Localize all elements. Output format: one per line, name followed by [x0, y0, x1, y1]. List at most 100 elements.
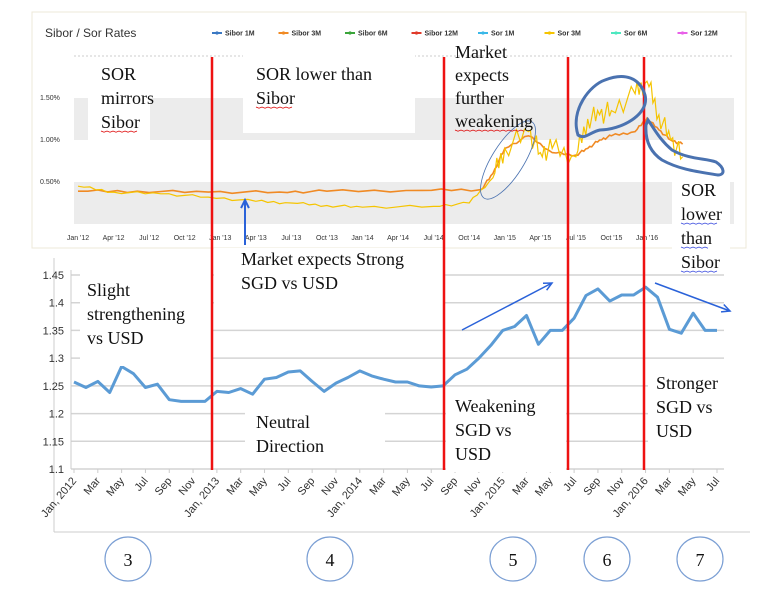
- band-0-050: [74, 182, 734, 224]
- y-tick-label: 1.3: [49, 353, 64, 365]
- legend-label: Sor 6M: [624, 31, 648, 38]
- x-tick-label: May: [247, 475, 270, 499]
- x-tick-label: Apr '14: [387, 235, 409, 242]
- annotation-line: Sibor: [256, 88, 295, 108]
- annotation-line: Stronger: [656, 373, 718, 393]
- y-tick-label: 1.35: [43, 325, 64, 337]
- x-tick-label: Oct '14: [458, 235, 480, 242]
- x-tick-label: Apr '13: [245, 235, 267, 242]
- x-tick-label: Nov: [177, 475, 199, 498]
- x-tick-label: Nov: [319, 475, 341, 498]
- usd-sgd-line: [73, 285, 717, 403]
- annotation-line: than: [681, 228, 712, 248]
- annotation-texts: SOR mirrors Sibor SOR lower than Sibor Market…: [87, 42, 722, 464]
- legend-marker: [215, 31, 219, 35]
- top-chart-title: Sibor / Sor Rates: [45, 26, 136, 40]
- y-tick-label: 1.00%: [40, 137, 60, 144]
- annotation-boxes: [80, 55, 732, 472]
- annotation-line: expects: [455, 65, 509, 85]
- x-tick-label: Jan '12: [67, 235, 89, 242]
- phase-circle: [489, 536, 537, 582]
- bottom-chart-frame: [53, 258, 750, 533]
- phase-number: 3: [124, 550, 133, 570]
- legend-marker: [414, 31, 419, 35]
- arrow-icon: [461, 282, 553, 331]
- x-tick-label: Nov: [462, 475, 484, 498]
- x-tick-label: Mar: [510, 475, 532, 497]
- annotation-line: Market expects Strong: [241, 249, 404, 269]
- x-tick-label: Jan '13: [209, 235, 231, 242]
- annotation-line: Market: [455, 42, 507, 62]
- phase-number: 6: [603, 550, 612, 570]
- annotation-box: [88, 58, 150, 142]
- legend-label: Sor 3M: [558, 31, 582, 38]
- x-tick-label: Apr '15: [529, 235, 551, 242]
- spellcheck-underline: [680, 270, 718, 273]
- annotation-line: strengthening: [87, 304, 185, 324]
- x-tick-label: May: [390, 475, 413, 499]
- x-tick-label: Mar: [368, 475, 390, 497]
- annotation-line: Weakening: [455, 396, 536, 416]
- phase-number: 7: [696, 550, 705, 570]
- legend-marker: [348, 31, 352, 35]
- y-tick-label: 1.15: [43, 436, 64, 448]
- top-legend: Sibor 1M Sibor 3M Sibor 6M Sibor 12M Sor 1M S…: [212, 31, 718, 38]
- legend-label: Sibor 1M: [225, 31, 255, 38]
- annotation-line: SGD vs: [455, 420, 512, 440]
- x-tick-label: May: [104, 475, 127, 499]
- annotation-line: USD: [455, 444, 491, 464]
- x-tick-label: Sep: [581, 475, 603, 498]
- annotation-line: weakening: [455, 111, 533, 131]
- x-tick-label: May: [533, 475, 556, 499]
- x-tick-label: Oct '15: [600, 235, 622, 242]
- x-tick-label: Oct '12: [174, 235, 196, 242]
- y-tick-label: 1.45: [43, 270, 64, 282]
- x-tick-label: Jul: [704, 475, 722, 493]
- legend-label: Sibor 6M: [358, 31, 388, 38]
- annotation-line: Neutral: [256, 412, 310, 432]
- x-tick-label: Mar: [82, 475, 104, 497]
- annotation-line: further: [455, 88, 504, 108]
- x-tick-label: Jul '14: [424, 235, 444, 242]
- phase-circle: [676, 536, 724, 582]
- x-tick-label: Jul: [133, 475, 151, 493]
- legend-marker: [680, 31, 685, 35]
- bottom-series: [73, 285, 717, 403]
- annotation-line: SGD vs: [656, 397, 713, 417]
- y-tick-label: 1.50%: [40, 95, 60, 102]
- legend-label: Sibor 3M: [292, 31, 322, 38]
- legend-marker: [481, 31, 485, 35]
- annotation-line: SOR: [101, 64, 136, 84]
- x-tick-label: Sep: [296, 475, 318, 498]
- x-tick-label: Mar: [225, 475, 247, 497]
- annotation-box: [648, 368, 732, 444]
- x-tick-label: May: [676, 475, 699, 499]
- x-tick-label: Nov: [605, 475, 627, 498]
- spellcheck-underline: [100, 130, 138, 133]
- y-tick-label: 0.50%: [40, 179, 60, 186]
- phase-circle: [306, 536, 354, 582]
- x-tick-label: Jul '13: [281, 235, 301, 242]
- x-tick-label: Mar: [653, 475, 675, 497]
- annotation-line: SOR: [681, 180, 716, 200]
- arrowhead-icon: [720, 303, 732, 313]
- x-tick-label: Sep: [153, 475, 175, 498]
- annotation-line: USD: [656, 421, 692, 441]
- spellcheck-underline: [454, 129, 525, 132]
- y-tick-label: 1.4: [49, 298, 64, 310]
- y-tick-label: 1.2: [49, 409, 64, 421]
- annotation-line: Slight: [87, 280, 130, 300]
- annotation-line: SOR lower than: [256, 64, 372, 84]
- x-tick-label: Sep: [439, 475, 461, 498]
- x-tick-label: Jul '15: [566, 235, 586, 242]
- arrow-icon: [654, 282, 731, 312]
- phase-dividers: [210, 57, 646, 470]
- x-tick-label: Jan, 2012: [39, 475, 79, 520]
- annotation-box: [214, 248, 444, 318]
- hand-annotations: [240, 75, 732, 331]
- arrowhead-icon: [240, 197, 250, 209]
- annotation-box: [446, 388, 566, 472]
- x-tick-label: Jan '16: [636, 235, 658, 242]
